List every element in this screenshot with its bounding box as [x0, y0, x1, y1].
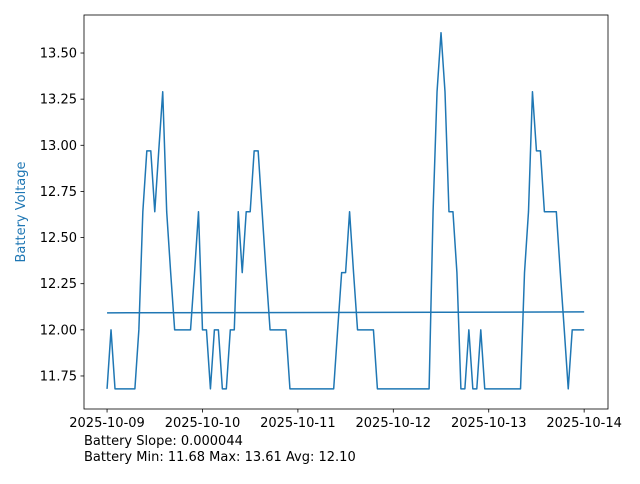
y-tick-label: 12.75 [40, 185, 77, 200]
series-line [107, 311, 585, 314]
x-tick-label: 2025-10-10 [165, 416, 241, 431]
y-tick-label: 12.50 [40, 231, 77, 246]
y-tick-label: 12.00 [40, 323, 77, 338]
annotation: Battery Min: 11.68 Max: 13.61 Avg: 12.10 [84, 450, 356, 465]
x-tick-label: 2025-10-14 [546, 416, 622, 431]
y-tick-label: 11.75 [40, 369, 77, 384]
x-tick-label: 2025-10-13 [451, 416, 527, 431]
y-axis-label: Battery Voltage [14, 161, 29, 262]
y-tick-label: 13.50 [40, 47, 77, 62]
y-tick-label: 12.25 [40, 277, 77, 292]
series-line [106, 31, 585, 390]
x-tick-label: 2025-10-09 [69, 416, 145, 431]
x-tick-label: 2025-10-11 [260, 416, 336, 431]
y-tick-label: 13.25 [40, 93, 77, 108]
plot-frame [83, 14, 609, 410]
x-tick-label: 2025-10-12 [356, 416, 432, 431]
annotation: Battery Slope: 0.000044 [84, 434, 243, 449]
y-tick-label: 13.00 [40, 139, 77, 154]
